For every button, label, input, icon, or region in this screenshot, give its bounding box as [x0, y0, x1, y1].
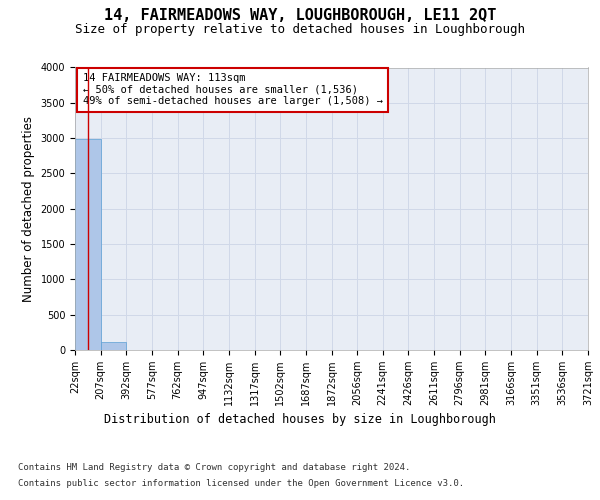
Bar — [75, 139, 101, 350]
Text: 14, FAIRMEADOWS WAY, LOUGHBOROUGH, LE11 2QT: 14, FAIRMEADOWS WAY, LOUGHBOROUGH, LE11 … — [104, 8, 496, 22]
Text: Contains public sector information licensed under the Open Government Licence v3: Contains public sector information licen… — [18, 479, 464, 488]
Text: 14 FAIRMEADOWS WAY: 113sqm
← 50% of detached houses are smaller (1,536)
49% of s: 14 FAIRMEADOWS WAY: 113sqm ← 50% of deta… — [83, 73, 383, 106]
Text: Contains HM Land Registry data © Crown copyright and database right 2024.: Contains HM Land Registry data © Crown c… — [18, 462, 410, 471]
Text: Size of property relative to detached houses in Loughborough: Size of property relative to detached ho… — [75, 22, 525, 36]
Text: Distribution of detached houses by size in Loughborough: Distribution of detached houses by size … — [104, 412, 496, 426]
Bar — [101, 342, 127, 350]
Y-axis label: Number of detached properties: Number of detached properties — [22, 116, 35, 302]
